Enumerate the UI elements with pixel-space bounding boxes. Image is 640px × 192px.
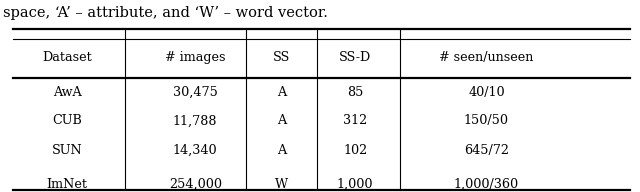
Text: space, ‘A’ – attribute, and ‘W’ – word vector.: space, ‘A’ – attribute, and ‘W’ – word v… [3,6,328,20]
Text: A: A [277,86,286,99]
Text: W: W [275,178,288,191]
Text: SS-D: SS-D [339,51,371,64]
Text: CUB: CUB [52,114,82,127]
Text: 1,000: 1,000 [337,178,374,191]
Text: SUN: SUN [52,144,83,157]
Text: SS: SS [273,51,290,64]
Text: 1,000/360: 1,000/360 [454,178,519,191]
Text: A: A [277,114,286,127]
Text: # seen/unseen: # seen/unseen [439,51,534,64]
Text: Dataset: Dataset [42,51,92,64]
Text: # images: # images [165,51,225,64]
Text: 312: 312 [343,114,367,127]
Text: 645/72: 645/72 [464,144,509,157]
Text: 30,475: 30,475 [173,86,218,99]
Text: A: A [277,144,286,157]
Text: ImNet: ImNet [47,178,88,191]
Text: AwA: AwA [53,86,81,99]
Text: 11,788: 11,788 [173,114,218,127]
Text: 85: 85 [347,86,364,99]
Text: 40/10: 40/10 [468,86,505,99]
Text: 102: 102 [343,144,367,157]
Text: 14,340: 14,340 [173,144,218,157]
Text: 254,000: 254,000 [169,178,221,191]
Text: 150/50: 150/50 [464,114,509,127]
